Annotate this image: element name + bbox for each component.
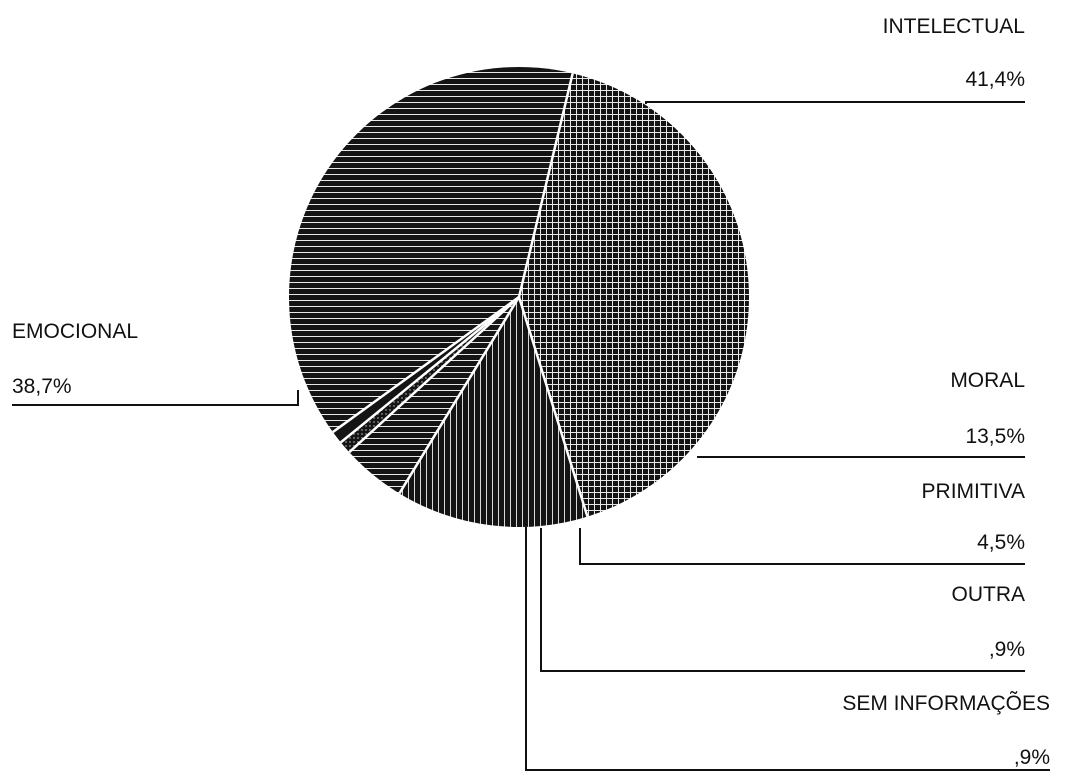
slice-label-emocional: EMOCIONAL — [12, 320, 138, 343]
slice-separator-moral — [517, 296, 589, 517]
leader-line-emocional — [12, 390, 299, 406]
pie-slice-moral — [399, 297, 588, 528]
slice-label-primitiva: PRIMITIVA — [922, 480, 1025, 503]
pie-slice-primitiva — [349, 297, 519, 494]
leader-line-sem-informacoes — [525, 527, 1050, 771]
slice-percent-primitiva: 4,5% — [977, 531, 1025, 554]
pie-slice-outra — [340, 297, 519, 453]
slice-separator-intelectual — [517, 73, 574, 298]
leader-line-intelectual — [645, 101, 1025, 104]
slice-label-intelectual: INTELECTUAL — [883, 15, 1025, 38]
leader-line-primitiva — [579, 528, 1025, 565]
slice-percent-moral: 13,5% — [965, 425, 1025, 448]
slice-percent-outra: ,9% — [989, 638, 1025, 661]
slice-separator-sem-informacoes — [339, 296, 520, 444]
leader-line-outra — [540, 528, 1025, 672]
slice-percent-emocional: 38,7% — [12, 375, 72, 398]
slice-label-outra: OUTRA — [952, 583, 1026, 606]
slice-label-moral: MORAL — [950, 369, 1025, 392]
slice-percent-sem-informacoes: ,9% — [1014, 746, 1050, 769]
pie-slice-sem-informacoes — [332, 297, 519, 443]
slice-percent-intelectual: 41,4% — [965, 68, 1025, 91]
pie-slice-intelectual — [519, 73, 750, 517]
slice-separator-primitiva — [398, 296, 521, 495]
slice-label-sem-informacoes: SEM INFORMAÇÕES — [842, 691, 1050, 715]
slice-separator-emocional — [332, 295, 520, 434]
slice-separator-outra — [348, 296, 520, 454]
pie-slice-emocional — [288, 66, 573, 433]
